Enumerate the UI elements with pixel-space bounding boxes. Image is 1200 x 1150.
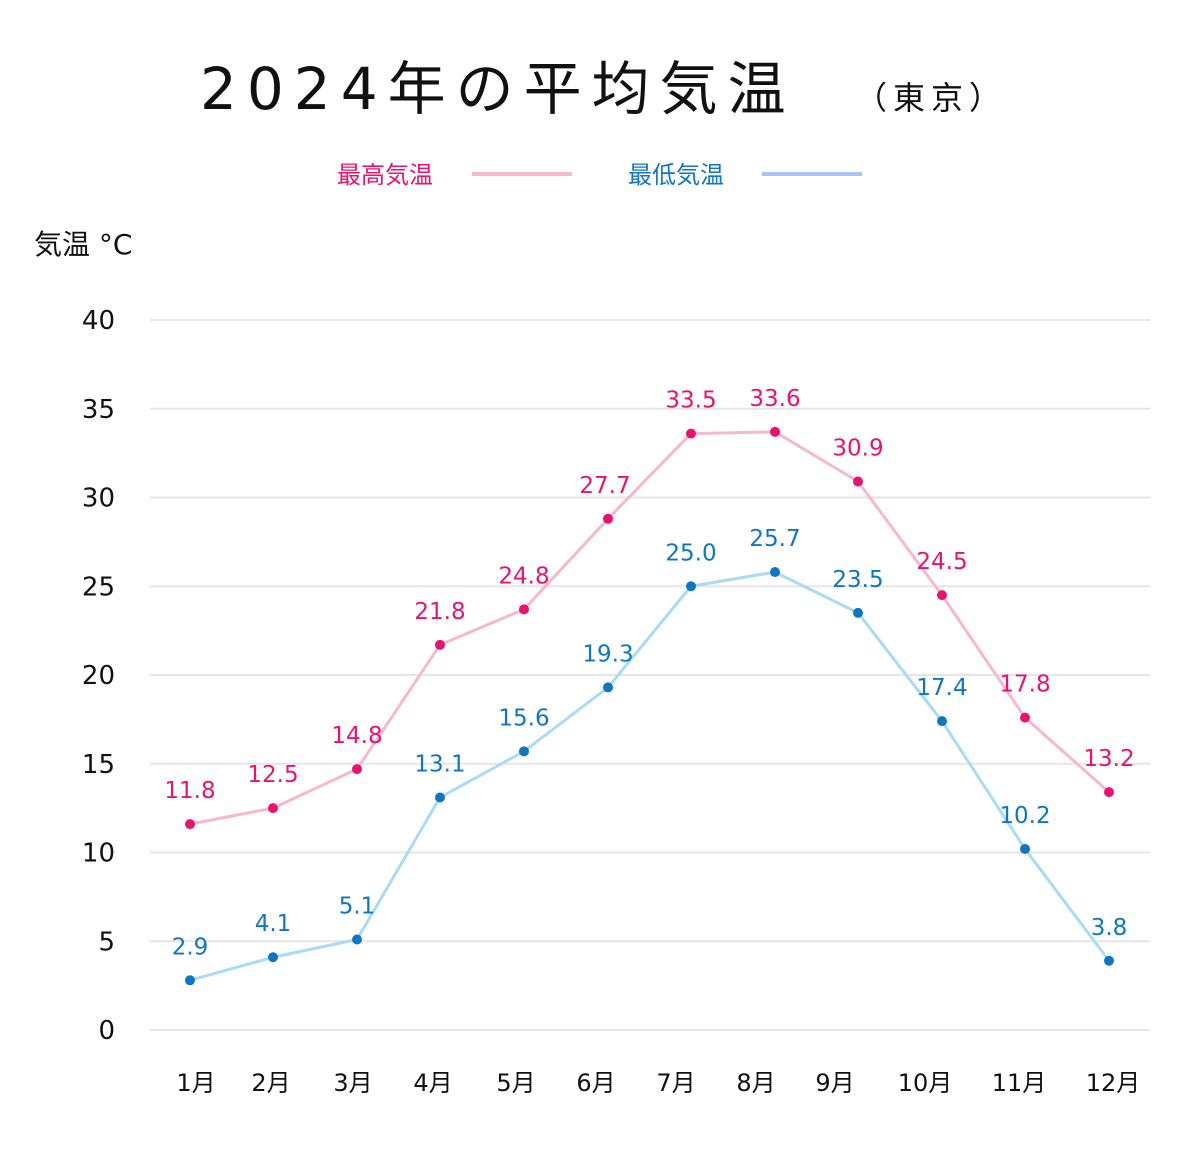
x-tick-4: 4月 [413, 1069, 452, 1097]
series-max-point-10 [937, 590, 947, 601]
series: 11.8 12.5 14.8 21.8 24.8 27.7 33.5 33.6 30.9 24.5… [164, 386, 1135, 986]
series-min-point-8 [770, 567, 780, 578]
series-min-point-7 [686, 581, 696, 592]
series-min-point-1 [185, 975, 195, 986]
series-max-label-12: 13.2 [1083, 746, 1134, 772]
series-min-label-10: 17.4 [916, 675, 967, 701]
series-min-point-6 [603, 682, 613, 693]
x-tick-10: 10月 [898, 1069, 953, 1097]
series-max-label-11: 17.8 [999, 672, 1050, 698]
x-axis-ticks: 1月 2月 3月 4月 5月 6月 7月 8月 9月 10月 11月 12月 [176, 1069, 1140, 1097]
series-min-point-11 [1020, 843, 1030, 854]
y-tick-40: 40 [82, 306, 115, 336]
series-max-label-5: 24.8 [498, 563, 549, 589]
chart-subtitle: （東京） [855, 79, 1007, 117]
series-max-point-9 [853, 476, 863, 487]
series-min-label-3: 5.1 [339, 893, 376, 919]
y-tick-0: 0 [98, 1016, 115, 1046]
series-max-point-3 [352, 764, 362, 775]
series-min-point-9 [853, 607, 863, 618]
x-tick-5: 5月 [496, 1069, 535, 1097]
grid [150, 319, 1150, 1031]
series-min-point-3 [352, 934, 362, 945]
y-tick-30: 30 [82, 484, 115, 514]
series-max-point-4 [435, 639, 445, 650]
x-tick-9: 9月 [815, 1069, 854, 1097]
series-min: 2.9 4.1 5.1 13.1 15.6 19.3 25.0 25.7 23.5 17.4 10.… [172, 526, 1128, 986]
legend-max-label: 最高気温 [337, 161, 433, 189]
series-max-label-8: 33.6 [749, 386, 800, 412]
series-min-point-2 [268, 952, 278, 963]
x-tick-12: 12月 [1086, 1069, 1141, 1097]
y-axis-title: 気温 °C [34, 228, 132, 261]
chart-title: 2024年の平均気温 [200, 55, 796, 123]
series-min-label-11: 10.2 [999, 803, 1050, 829]
y-tick-15: 15 [82, 750, 115, 780]
series-max-label-7: 33.5 [665, 388, 716, 414]
y-tick-5: 5 [98, 927, 115, 957]
y-tick-10: 10 [82, 839, 115, 869]
series-max-line [189, 430, 1110, 826]
x-tick-6: 6月 [576, 1069, 615, 1097]
y-tick-35: 35 [82, 395, 115, 425]
series-max-label-2: 12.5 [247, 762, 298, 788]
series-max-point-5 [519, 604, 529, 615]
legend: 最高気温 最低気温 [337, 161, 862, 189]
series-min-label-8: 25.7 [749, 526, 800, 552]
series-max: 11.8 12.5 14.8 21.8 24.8 27.7 33.5 33.6 30.9 24.5… [164, 386, 1135, 830]
series-min-label-1: 2.9 [172, 934, 209, 960]
x-tick-11: 11月 [992, 1069, 1047, 1097]
series-min-label-5: 15.6 [498, 705, 549, 731]
series-max-label-9: 30.9 [832, 436, 883, 462]
series-min-label-12: 3.8 [1091, 915, 1128, 941]
series-min-label-2: 4.1 [255, 911, 292, 937]
series-min-label-4: 13.1 [414, 751, 465, 777]
x-tick-7: 7月 [656, 1069, 695, 1097]
y-tick-20: 20 [82, 661, 115, 691]
series-max-point-1 [185, 819, 195, 830]
x-tick-2: 2月 [251, 1069, 290, 1097]
x-tick-1: 1月 [176, 1069, 215, 1097]
x-tick-8: 8月 [736, 1069, 775, 1097]
series-min-point-10 [937, 716, 947, 727]
series-max-point-6 [603, 513, 613, 524]
series-max-label-6: 27.7 [579, 473, 630, 499]
legend-min-label: 最低気温 [628, 161, 724, 189]
series-max-label-3: 14.8 [331, 723, 382, 749]
series-max-label-4: 21.8 [414, 599, 465, 625]
series-max-label-1: 11.8 [164, 778, 215, 804]
series-max-point-2 [268, 803, 278, 814]
y-tick-25: 25 [82, 572, 115, 602]
series-max-point-7 [686, 428, 696, 439]
series-max-point-8 [770, 426, 780, 437]
series-min-line [189, 570, 1111, 982]
series-max-label-10: 24.5 [916, 549, 967, 575]
series-min-label-9: 23.5 [832, 567, 883, 593]
series-min-point-12 [1104, 955, 1114, 966]
series-min-point-4 [435, 792, 445, 803]
series-min-point-5 [519, 746, 529, 757]
series-min-label-6: 19.3 [582, 641, 633, 667]
x-tick-3: 3月 [333, 1069, 372, 1097]
series-max-point-12 [1104, 787, 1114, 798]
series-min-label-7: 25.0 [665, 540, 716, 566]
series-max-point-11 [1020, 712, 1030, 723]
y-axis-ticks: 0 5 10 15 20 25 30 35 40 [82, 306, 115, 1046]
